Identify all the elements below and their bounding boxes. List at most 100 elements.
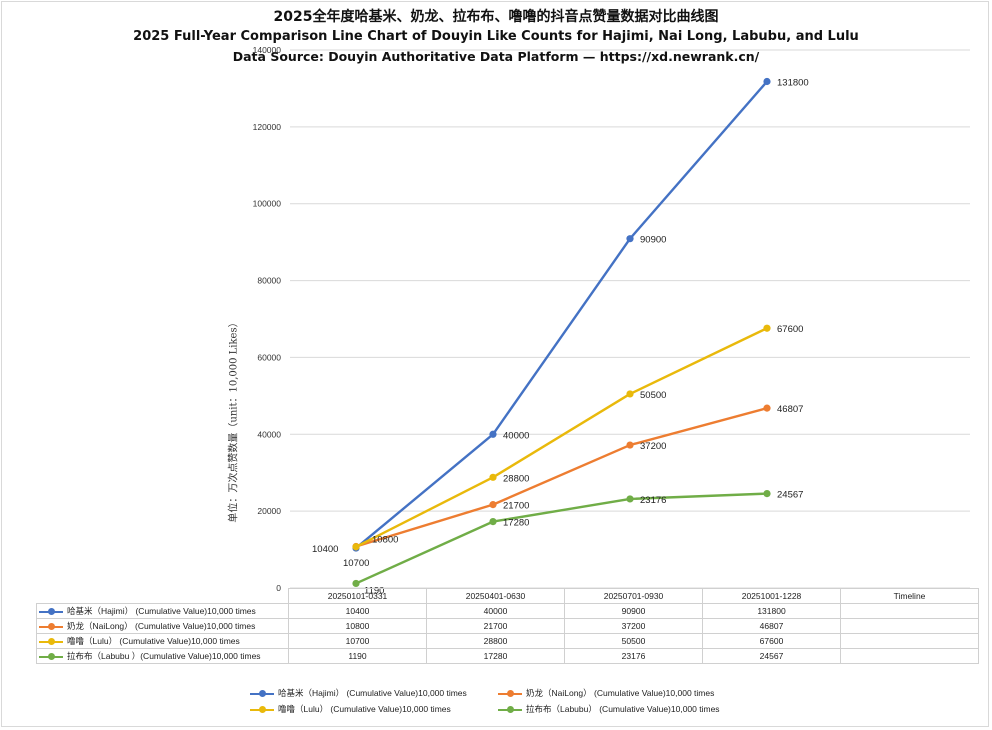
table-cell: 1190 bbox=[288, 648, 427, 664]
data-point bbox=[763, 489, 771, 498]
series-name: 奶龙（NaiLong） (Cumulative Value)10,000 tim… bbox=[67, 621, 256, 631]
data-label: 67600 bbox=[777, 324, 803, 335]
table-header-row: 20250101-0331 20250401-0630 20250701-093… bbox=[36, 588, 979, 604]
y-axis-label: 单位：万次点赞数量（unit：10,000 Likes） bbox=[228, 317, 240, 523]
data-label: 50500 bbox=[640, 390, 666, 401]
data-label: 10400 bbox=[312, 544, 338, 555]
table-row: 拉布布（Labubu ）(Cumulative Value)10,000 tim… bbox=[36, 648, 979, 664]
data-point bbox=[763, 77, 771, 86]
data-label: 28800 bbox=[503, 473, 529, 484]
series-line bbox=[355, 327, 768, 548]
table-header-cell: 20251001-1228 bbox=[702, 588, 841, 604]
legend-key-icon bbox=[39, 652, 63, 661]
legend-label: 拉布布（Labubu） (Cumulative Value)10,000 tim… bbox=[526, 704, 720, 714]
series-line bbox=[355, 406, 768, 548]
table-cell bbox=[840, 603, 979, 619]
table-cell: 28800 bbox=[426, 633, 565, 649]
legend-item: 哈基米（Hajimi） (Cumulative Value)10,000 tim… bbox=[250, 687, 467, 699]
series-line bbox=[355, 492, 768, 585]
table-row: 奶龙（NaiLong） (Cumulative Value)10,000 tim… bbox=[36, 618, 979, 634]
series-name-cell: 噜噜（Lulu） (Cumulative Value)10,000 times bbox=[36, 633, 289, 649]
y-tick-label: 60000 bbox=[257, 352, 281, 362]
legend-item: 噜噜（Lulu） (Cumulative Value)10,000 times bbox=[250, 703, 451, 715]
data-point bbox=[626, 235, 634, 243]
data-point bbox=[352, 579, 360, 588]
table-cell: 10700 bbox=[288, 633, 427, 649]
y-tick-label: 80000 bbox=[257, 276, 281, 286]
y-tick-label: 140000 bbox=[253, 45, 282, 55]
table-corner bbox=[36, 588, 289, 604]
table-cell: 10800 bbox=[288, 618, 427, 634]
table-cell: 50500 bbox=[564, 633, 703, 649]
data-label: 40000 bbox=[503, 430, 529, 441]
y-tick-label: 120000 bbox=[253, 122, 282, 132]
data-label: 21700 bbox=[503, 501, 529, 512]
data-label: 131800 bbox=[777, 78, 809, 89]
table-cell bbox=[840, 633, 979, 649]
table-cell: 21700 bbox=[426, 618, 565, 634]
legend-label: 哈基米（Hajimi） (Cumulative Value)10,000 tim… bbox=[278, 688, 467, 698]
table-header-cell: Timeline bbox=[840, 588, 979, 604]
chart-titles: 2025全年度哈基米、奶龙、拉布布、噜噜的抖音点赞量数据对比曲线图 2025 F… bbox=[0, 7, 992, 67]
data-point bbox=[352, 543, 360, 551]
legend-item: 奶龙（NaiLong） (Cumulative Value)10,000 tim… bbox=[498, 687, 714, 699]
table-cell: 90900 bbox=[564, 603, 703, 619]
chart-title: 2025全年度哈基米、奶龙、拉布布、噜噜的抖音点赞量数据对比曲线图 bbox=[273, 9, 719, 25]
series-line bbox=[355, 80, 768, 549]
table-cell bbox=[840, 648, 979, 664]
table-cell bbox=[840, 618, 979, 634]
table-row: 哈基米（Hajimi） (Cumulative Value)10,000 tim… bbox=[36, 603, 979, 619]
table-row: 噜噜（Lulu） (Cumulative Value)10,000 times … bbox=[36, 633, 979, 649]
data-point bbox=[489, 501, 497, 509]
data-point bbox=[763, 404, 771, 412]
y-tick-label: 100000 bbox=[253, 199, 282, 209]
legend-key-icon bbox=[498, 689, 522, 698]
legend-key-icon bbox=[250, 705, 274, 714]
table-header-cell: 20250101-0331 bbox=[288, 588, 427, 604]
table-cell: 37200 bbox=[564, 618, 703, 634]
legend-key-icon bbox=[250, 689, 274, 698]
data-label: 24567 bbox=[777, 490, 803, 501]
y-tick-label: 20000 bbox=[257, 506, 281, 516]
legend-key-icon bbox=[498, 705, 522, 714]
chart-source: Data Source: Douyin Authoritative Data P… bbox=[232, 49, 760, 64]
data-point bbox=[626, 441, 634, 449]
data-point bbox=[489, 473, 497, 481]
table-cell: 46807 bbox=[702, 618, 841, 634]
data-label: 46807 bbox=[777, 404, 803, 415]
data-label: 90900 bbox=[640, 235, 666, 246]
table-cell: 10400 bbox=[288, 603, 427, 619]
data-label: 10800 bbox=[372, 534, 398, 545]
series-name-cell: 拉布布（Labubu ）(Cumulative Value)10,000 tim… bbox=[36, 648, 289, 664]
chart-subtitle: 2025 Full-Year Comparison Line Chart of … bbox=[133, 29, 859, 44]
data-label: 10700 bbox=[343, 558, 369, 569]
legend-key-icon bbox=[39, 622, 63, 631]
legend-key-icon bbox=[39, 637, 63, 646]
data-point bbox=[626, 495, 634, 503]
data-label: 23176 bbox=[640, 495, 666, 506]
table-cell: 23176 bbox=[564, 648, 703, 664]
table-header-cell: 20250701-0930 bbox=[564, 588, 703, 604]
legend-item: 拉布布（Labubu） (Cumulative Value)10,000 tim… bbox=[498, 703, 720, 715]
data-table: 20250101-0331 20250401-0630 20250701-093… bbox=[36, 588, 979, 664]
table-cell: 67600 bbox=[702, 633, 841, 649]
series-name: 拉布布（Labubu ）(Cumulative Value)10,000 tim… bbox=[67, 651, 261, 661]
series-name: 哈基米（Hajimi） (Cumulative Value)10,000 tim… bbox=[67, 606, 256, 616]
legend-label: 奶龙（NaiLong） (Cumulative Value)10,000 tim… bbox=[526, 688, 715, 698]
y-tick-label: 40000 bbox=[257, 429, 281, 439]
table-header-cell: 20250401-0630 bbox=[426, 588, 565, 604]
series-name-cell: 哈基米（Hajimi） (Cumulative Value)10,000 tim… bbox=[36, 603, 289, 619]
data-point bbox=[626, 390, 634, 398]
series-name-cell: 奶龙（NaiLong） (Cumulative Value)10,000 tim… bbox=[36, 618, 289, 634]
legend-label: 噜噜（Lulu） (Cumulative Value)10,000 times bbox=[278, 704, 451, 714]
y-tick-label: 0 bbox=[276, 583, 281, 593]
table-cell: 17280 bbox=[426, 648, 565, 664]
legend-key-icon bbox=[39, 607, 63, 616]
data-point bbox=[763, 324, 771, 332]
table-cell: 24567 bbox=[702, 648, 841, 664]
data-point bbox=[489, 517, 497, 526]
table-cell: 40000 bbox=[426, 603, 565, 619]
data-point bbox=[489, 430, 497, 438]
